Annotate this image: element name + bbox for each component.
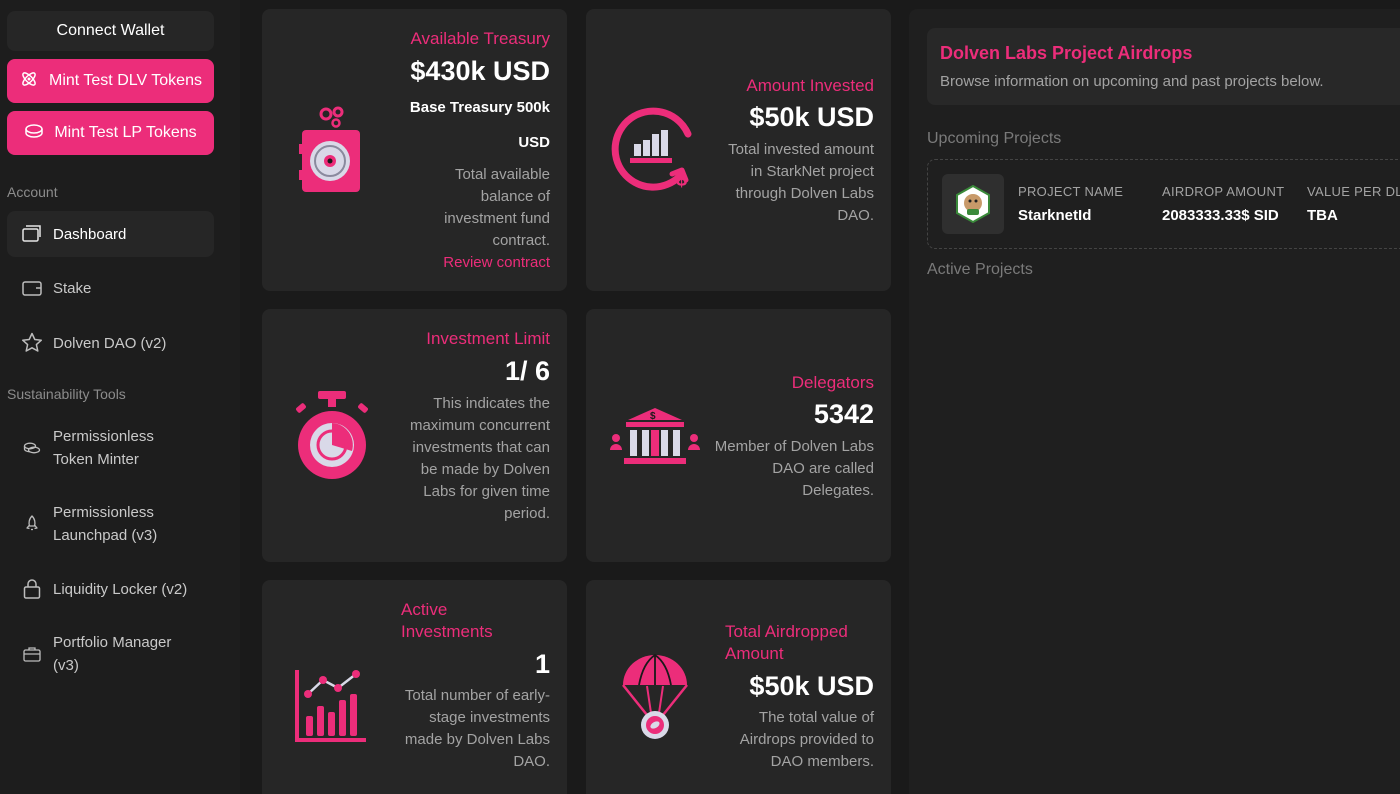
nav-liquidity-locker-label: Liquidity Locker (v2) xyxy=(53,580,188,598)
nav-launchpad[interactable]: Permissionless Launchpad (v3) xyxy=(7,500,214,548)
stopwatch-icon xyxy=(292,389,372,488)
active-investments-value: 1 xyxy=(534,649,550,679)
airdrop-amount: 2083333.33$ SID xyxy=(1162,207,1279,224)
value-per-dl-header: VALUE PER DL xyxy=(1307,184,1400,199)
airdrop-amount-header: AIRDROP AMOUNT xyxy=(1162,184,1285,199)
airdropped-value: $50k USD xyxy=(749,671,874,701)
project-row[interactable]: PROJECT NAME StarknetId AIRDROP AMOUNT 2… xyxy=(927,159,1400,249)
atom-icon xyxy=(19,69,39,94)
nav-dashboard-label: Dashboard xyxy=(53,225,127,243)
nav-dashboard[interactable]: Dashboard xyxy=(7,211,214,257)
treasury-base: Base Treasury 500k xyxy=(409,99,550,116)
airdrops-subtitle: Browse information on upcoming and past … xyxy=(940,73,1324,90)
dashboard-icon xyxy=(21,223,43,245)
treasury-label: Available Treasury xyxy=(410,29,550,48)
airdropped-label: Total Airdropped Amount xyxy=(725,622,848,663)
airdrops-panel: Dolven Labs Project Airdrops Browse info… xyxy=(909,9,1400,794)
limit-label: Investment Limit xyxy=(426,329,550,348)
airdrops-header: Dolven Labs Project Airdrops Browse info… xyxy=(927,28,1400,105)
svg-text:$: $ xyxy=(650,411,656,422)
mint-dlv-label: Mint Test DLV Tokens xyxy=(49,72,202,89)
account-section-title: Account xyxy=(7,184,58,200)
nav-portfolio-manager-label: Portfolio Manager (v3) xyxy=(53,634,172,674)
growth-chart-icon xyxy=(294,668,370,749)
nav-token-minter-label: Permissionless Token Minter xyxy=(53,428,154,468)
star-icon xyxy=(21,332,43,354)
active-investments-card: Active Investments 1 Total number of ear… xyxy=(262,580,567,794)
mint-dlv-button[interactable]: Mint Test DLV Tokens xyxy=(7,59,214,103)
safe-icon xyxy=(298,106,364,201)
review-contract-link[interactable]: Review contract xyxy=(443,254,550,271)
lock-icon xyxy=(21,578,43,600)
nav-portfolio-manager[interactable]: Portfolio Manager (v3) xyxy=(7,630,214,678)
active-investments-label: Active Investments xyxy=(401,600,493,641)
active-projects-title: Active Projects xyxy=(927,261,1033,278)
delegators-value: 5342 xyxy=(813,399,874,429)
delegators-desc: Member of Dolven Labs DAO are called Del… xyxy=(714,438,874,499)
delegators-label: Delegators xyxy=(791,373,874,392)
nav-launchpad-label: Permissionless Launchpad (v3) xyxy=(53,504,158,544)
parachute-icon xyxy=(621,653,689,750)
tools-section-title: Sustainability Tools xyxy=(7,386,126,402)
treasury-desc: Total available balance of investment fu… xyxy=(444,166,550,249)
treasury-base-unit: USD xyxy=(518,134,550,151)
limit-card: Investment Limit 1/ 6 This indicates the… xyxy=(262,309,567,562)
airdropped-desc: The total value of Airdrops provided to … xyxy=(739,709,874,770)
invested-card: $ Amount Invested $50k USD Total investe… xyxy=(586,9,891,291)
project-name: StarknetId xyxy=(1018,207,1092,224)
treasury-value: $430k USD xyxy=(410,56,550,86)
svg-text:$: $ xyxy=(676,169,687,191)
project-logo xyxy=(942,174,1004,234)
nav-dolven-dao[interactable]: Dolven DAO (v2) xyxy=(7,320,214,366)
nav-token-minter[interactable]: Permissionless Token Minter xyxy=(7,424,214,472)
nav-stake-label: Stake xyxy=(53,279,92,297)
connect-wallet-button[interactable]: Connect Wallet xyxy=(7,11,214,51)
briefcase-icon xyxy=(21,643,43,665)
limit-value: 1/ 6 xyxy=(504,356,550,386)
active-investments-desc: Total number of early-stage investments … xyxy=(404,687,550,770)
connect-wallet-label: Connect Wallet xyxy=(56,22,165,39)
coins-icon xyxy=(21,437,43,459)
project-name-header: PROJECT NAME xyxy=(1018,184,1124,199)
invested-desc: Total invested amount in StarkNet projec… xyxy=(728,141,874,224)
limit-desc: This indicates the maximum concurrent in… xyxy=(409,395,550,522)
investment-chart-icon: $ xyxy=(608,104,704,201)
mint-lp-button[interactable]: Mint Test LP Tokens xyxy=(7,111,214,155)
wallet-icon xyxy=(21,277,43,299)
airdrops-title: Dolven Labs Project Airdrops xyxy=(940,43,1193,63)
nav-stake[interactable]: Stake xyxy=(7,265,214,311)
invested-label: Amount Invested xyxy=(746,76,874,95)
treasury-card: Available Treasury $430k USD Base Treasu… xyxy=(262,9,567,291)
airdropped-card: Total Airdropped Amount $50k USD The tot… xyxy=(586,580,891,794)
sidebar: Connect Wallet Mint Test DLV Tokens Mint… xyxy=(0,0,240,794)
value-per-dl: TBA xyxy=(1307,207,1338,224)
delegators-card: $ Delegators 5342 Member of Dolven Labs … xyxy=(586,309,891,562)
nav-liquidity-locker[interactable]: Liquidity Locker (v2) xyxy=(7,566,214,612)
invested-value: $50k USD xyxy=(749,102,874,132)
coin-icon xyxy=(24,121,44,146)
nav-dolven-dao-label: Dolven DAO (v2) xyxy=(53,334,167,352)
upcoming-projects-title: Upcoming Projects xyxy=(927,130,1062,147)
mint-lp-label: Mint Test LP Tokens xyxy=(54,124,197,141)
bank-icon: $ xyxy=(610,406,700,473)
rocket-icon xyxy=(21,513,43,535)
